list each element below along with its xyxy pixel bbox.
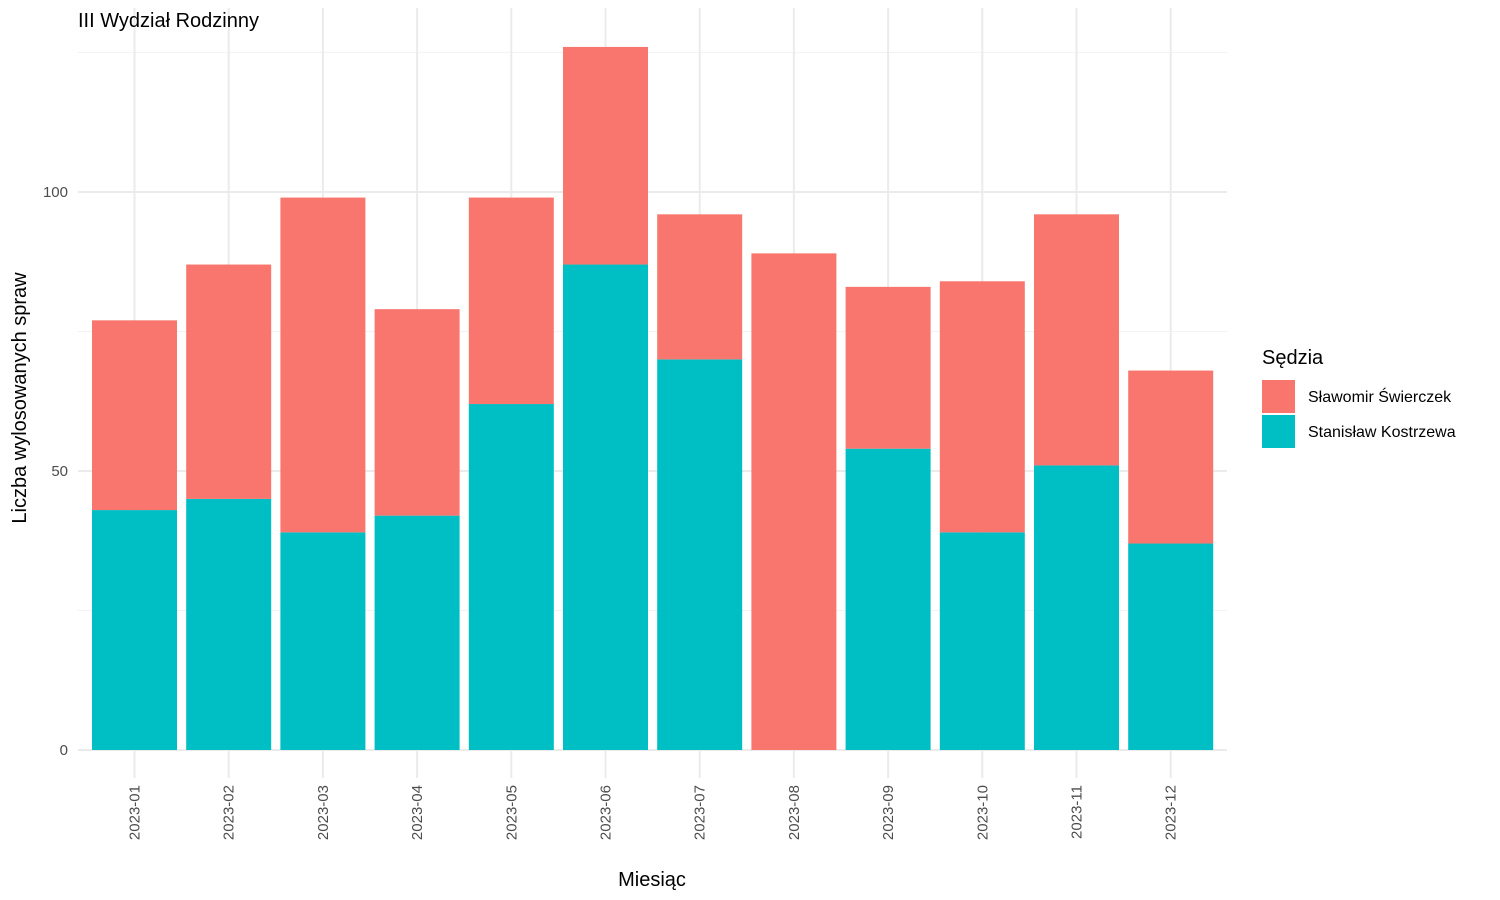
y-tick-label: 0 (60, 742, 68, 759)
bar-segment (92, 320, 177, 511)
x-tick-label: 2023-04 (409, 785, 426, 840)
bar-segment (186, 498, 272, 750)
legend-label: Sławomir Świerczek (1308, 387, 1452, 406)
x-tick-label: 2023-10 (974, 785, 991, 840)
bar-segment (657, 214, 743, 360)
bar-segment (1034, 214, 1119, 466)
legend-key (1262, 415, 1295, 448)
legend-title: Sędzia (1262, 347, 1324, 369)
bar-segment (939, 532, 1025, 750)
x-tick-label: 2023-06 (598, 785, 615, 840)
bar-segment (845, 286, 931, 449)
bar-segment (374, 309, 460, 516)
legend-key (1262, 380, 1295, 413)
bar-segment (1128, 543, 1214, 750)
y-axis-title: Liczba wylosowanych spraw (9, 272, 31, 524)
bar-segment (280, 532, 366, 750)
y-axis-ticks: 0 50 100 (43, 184, 68, 759)
x-tick-label: 2023-03 (315, 785, 332, 840)
x-tick-label: 2023-07 (692, 785, 709, 840)
bar-segment (186, 264, 272, 499)
bar-segment (939, 281, 1025, 533)
y-tick-label: 50 (51, 463, 68, 480)
legend-label: Stanisław Kostrzewa (1308, 424, 1456, 441)
chart-title: III Wydział Rodzinny (78, 10, 259, 32)
legend: Sędzia Sławomir Świerczek Stanisław Kostr… (1262, 347, 1456, 448)
bar-segment (1034, 465, 1119, 750)
x-tick-label: 2023-12 (1163, 785, 1180, 840)
bar-segment (563, 264, 648, 750)
y-tick-label: 100 (43, 184, 68, 201)
x-axis-ticks: 2023-01 2023-02 2023-03 2023-04 2023-05 2023-… (127, 785, 1180, 840)
x-tick-label: 2023-08 (786, 785, 803, 840)
x-tick-label: 2023-09 (880, 785, 897, 840)
x-axis-title: Miesiąc (618, 869, 686, 891)
bars (92, 46, 1214, 750)
x-tick-label: 2023-05 (503, 785, 520, 840)
bar-segment (563, 46, 648, 265)
bar-segment (468, 404, 554, 750)
x-tick-label: 2023-02 (221, 785, 238, 840)
x-tick-label: 2023-11 (1069, 785, 1086, 839)
bar-segment (280, 197, 366, 533)
bar-segment (657, 359, 743, 750)
bar-segment (468, 197, 554, 405)
x-tick-label: 2023-01 (127, 785, 144, 840)
bar-segment (845, 448, 931, 750)
bar-segment (751, 253, 837, 750)
bar-segment (92, 510, 177, 750)
bar-segment (1128, 370, 1214, 544)
bar-segment (374, 515, 460, 750)
